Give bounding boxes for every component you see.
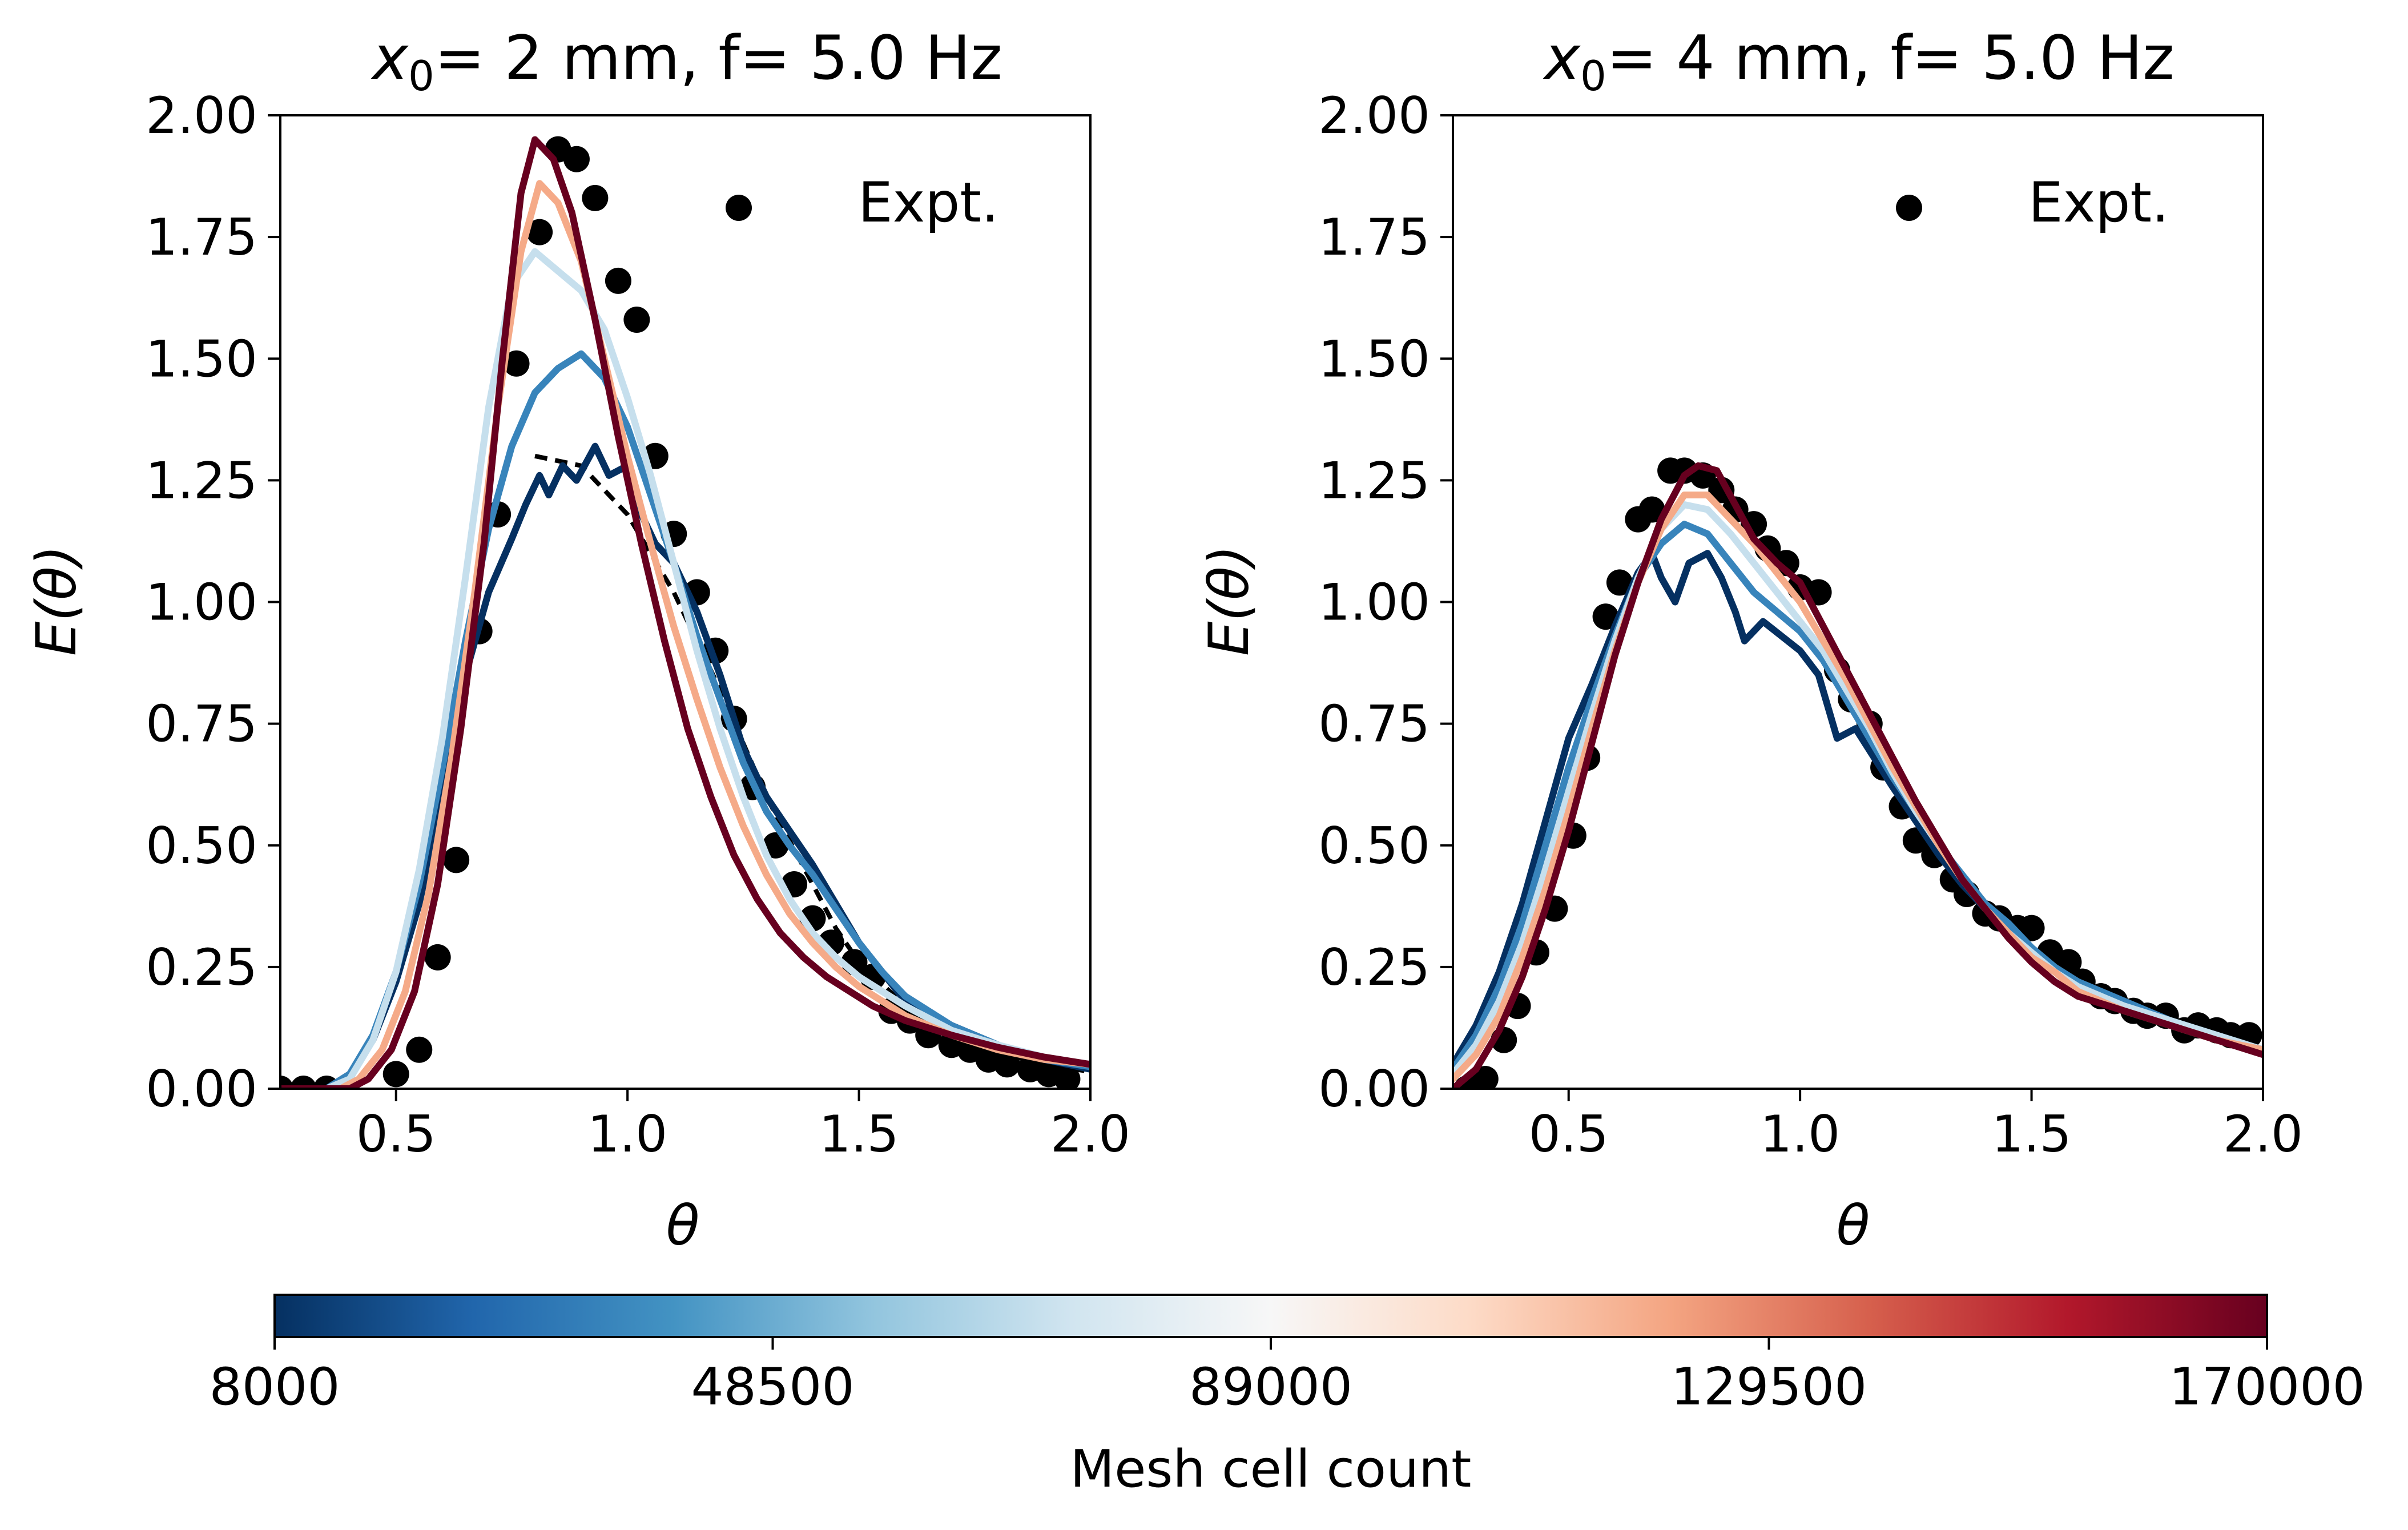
colorbar-tick-label: 129500 [1671, 1357, 1867, 1417]
axis-ticks: 0.5 1.0 1.5 2.0 0.00 0.25 0.50 0.75 1.00 1.25 1.50… [1318, 86, 2303, 1163]
y-tick-label: 1.25 [1318, 451, 1430, 510]
y-axis-label: E(θ) [1197, 545, 1261, 656]
colorbar-label: Mesh cell count [1070, 1439, 1472, 1499]
title-subscript: 0 [1580, 52, 1606, 100]
x-tick-label: 1.0 [1760, 1105, 1840, 1163]
colorbar-tick-label: 170000 [2169, 1357, 2365, 1417]
legend-marker [1896, 195, 1922, 221]
expt-point [443, 847, 470, 873]
y-tick-label: 0.50 [146, 816, 257, 875]
expt-point [406, 1036, 433, 1063]
axis-ticks: 0.5 1.0 1.5 2.0 0.00 0.25 0.50 0.75 1.00 1.25 1.50… [146, 86, 1130, 1163]
expt-point [1638, 496, 1665, 523]
expt-point [2018, 915, 2045, 941]
expt-point [424, 944, 451, 971]
title-variable: x [371, 23, 409, 93]
y-tick-label: 0.75 [1318, 695, 1430, 754]
expt-point [1054, 1065, 1081, 1090]
expt-point [563, 146, 590, 172]
axes-frame [1452, 114, 2264, 1090]
simulation-line-mesh-120000 [280, 180, 1090, 1090]
x-tick-label: 2.0 [2223, 1105, 2303, 1163]
reference-dashed-line [534, 453, 1090, 1074]
expt-point [623, 307, 650, 333]
y-tick-label: 0.50 [1318, 816, 1430, 875]
y-tick-label: 1.50 [146, 329, 257, 388]
y-tick-label: 0.25 [1318, 938, 1430, 997]
axes-frame [279, 114, 1092, 1090]
title-subscript: 0 [408, 52, 434, 100]
title-variable: x [1543, 23, 1581, 93]
colorbar-ticks: 8000 48500 89000 129500 170000 [209, 1337, 2365, 1417]
y-tick-label: 0.00 [1318, 1060, 1430, 1118]
x-tick-label: 0.5 [1529, 1105, 1609, 1163]
simulation-line-mesh-170000 [280, 136, 1090, 1090]
y-tick-label: 2.00 [146, 86, 257, 145]
panel-left: x0= 2 mm, f= 5.0 Hz E(θ) θ 0.5 1.0 1.5 2.00… [25, 23, 1130, 1258]
y-tick-label: 0.25 [146, 938, 257, 997]
colorbar-tick-label: 48500 [691, 1357, 854, 1417]
plot-area [1453, 457, 2263, 1090]
colorbar-tick-label: 89000 [1189, 1357, 1352, 1417]
y-tick-label: 1.25 [146, 451, 257, 510]
legend-marker [726, 195, 752, 221]
legend-label: Expt. [858, 171, 999, 235]
x-tick-label: 2.0 [1050, 1105, 1130, 1163]
simulation-line-mesh-170000 [1453, 462, 2263, 1090]
legend: Expt. [726, 171, 999, 235]
plot-area [280, 136, 1090, 1090]
x-tick-label: 1.5 [1992, 1105, 2072, 1163]
y-tick-label: 0.75 [146, 695, 257, 754]
expt-point [1592, 603, 1619, 630]
y-tick-label: 1.00 [1318, 573, 1430, 632]
expt-point [503, 350, 530, 377]
legend-label: Expt. [2028, 171, 2169, 235]
x-axis-label: θ [1837, 1194, 1870, 1258]
y-tick-label: 1.50 [1318, 329, 1430, 388]
y-tick-label: 1.75 [1318, 208, 1430, 267]
expt-point [382, 1061, 409, 1088]
expt-point [605, 267, 631, 294]
legend: Expt. [1896, 171, 2169, 235]
expt-point [1606, 569, 1633, 596]
colorbar-tick-label: 8000 [209, 1357, 340, 1417]
simulation-line-mesh-70000 [280, 248, 1090, 1090]
expt-point [526, 219, 553, 245]
panel-right: x0= 4 mm, f= 5.0 Hz E(θ) θ 0.5 1.0 1.5 2.00… [1197, 23, 2303, 1258]
y-tick-label: 1.75 [146, 208, 257, 267]
y-tick-label: 2.00 [1318, 86, 1430, 145]
panel-title: x0= 4 mm, f= 5.0 Hz [1543, 23, 2175, 100]
expt-point [582, 184, 609, 211]
simulation-line-mesh-35000 [1453, 521, 2263, 1073]
x-tick-label: 1.5 [819, 1105, 899, 1163]
y-tick-label: 0.00 [146, 1060, 257, 1118]
panel-title: x0= 2 mm, f= 5.0 Hz [371, 23, 1002, 100]
expt-point [1472, 1065, 1499, 1090]
title-text: = 4 mm, f= 5.0 Hz [1606, 23, 2175, 93]
x-axis-label: θ [666, 1194, 700, 1258]
y-axis-label: E(θ) [25, 545, 88, 656]
colorbar: 8000 48500 89000 129500 170000 Mesh cell cou… [209, 1294, 2365, 1499]
y-tick-label: 1.00 [146, 573, 257, 632]
x-tick-label: 0.5 [356, 1105, 436, 1163]
x-tick-label: 1.0 [587, 1105, 667, 1163]
simulation-line-mesh-120000 [1453, 492, 2263, 1082]
colorbar-gradient [273, 1294, 2268, 1338]
title-text: = 2 mm, f= 5.0 Hz [434, 23, 1002, 93]
